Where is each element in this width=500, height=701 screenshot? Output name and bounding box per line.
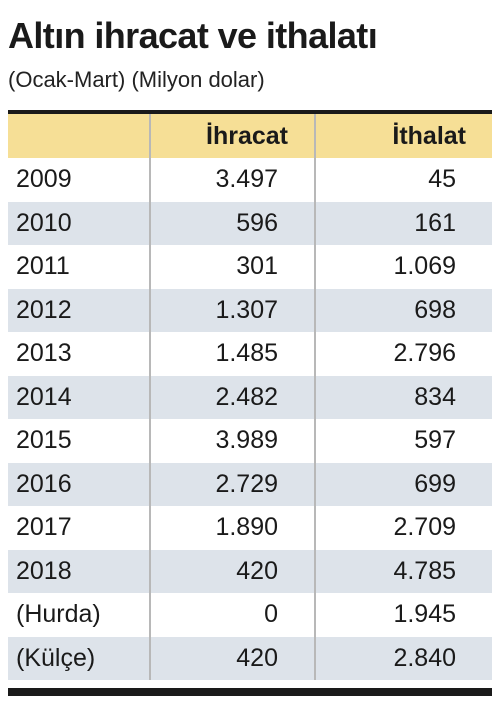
table-row: 2010 596 161 xyxy=(8,201,492,245)
header-ihracat: İhracat xyxy=(149,114,315,158)
table-row: (Hurda) 0 1.945 xyxy=(8,593,492,637)
table-row: 2016 2.729 699 xyxy=(8,462,492,506)
row-label-cell: 2012 xyxy=(8,288,150,332)
ihracat-value-cell: 1.485 xyxy=(149,332,315,376)
row-label-cell: 2015 xyxy=(16,426,72,455)
ithalat-value-cell: 698 xyxy=(314,288,492,332)
ithalat-value-cell: 1.069 xyxy=(314,245,492,289)
ithalat-value-cell: 699 xyxy=(314,462,492,506)
table-row: 2017 1.890 2.709 xyxy=(8,506,492,550)
ithalat-value-cell: 834 xyxy=(314,375,492,419)
chart-title: Altın ihracat ve ithalatı xyxy=(8,15,378,56)
ithalat-value-cell: 1.945 xyxy=(314,593,492,637)
table-row: 2015 3.989 597 xyxy=(8,419,492,463)
row-label-cell: (Hurda) xyxy=(16,600,101,629)
chart-subtitle: (Ocak-Mart) (Milyon dolar) xyxy=(8,67,265,92)
ihracat-value-cell: 3.989 xyxy=(149,419,315,463)
ihracat-value-cell: 1.307 xyxy=(149,288,315,332)
ihracat-value-cell: 301 xyxy=(149,245,315,289)
ithalat-value-cell: 4.785 xyxy=(314,549,492,593)
ihracat-value-cell: 596 xyxy=(149,201,315,245)
table-header: İhracat İthalat xyxy=(8,114,492,158)
row-label-cell: 2018 xyxy=(8,549,150,593)
row-label-cell: 2014 xyxy=(8,375,150,419)
table-row: (Külçe) 420 2.840 xyxy=(8,636,492,680)
table-body: 2009 3.497 45 2010 596 161 2011 301 1.069 2012 1.3… xyxy=(8,158,492,680)
table-row: 2013 1.485 2.796 xyxy=(8,332,492,376)
ithalat-value-cell: 2.709 xyxy=(314,506,492,550)
header-corner-cell xyxy=(8,114,150,158)
ithalat-value-cell: 597 xyxy=(314,419,492,463)
row-label-cell: 2017 xyxy=(16,513,72,542)
ihracat-value-cell: 3.497 xyxy=(149,158,315,202)
table-row: 2012 1.307 698 xyxy=(8,288,492,332)
row-label-cell: 2009 xyxy=(16,165,72,194)
ihracat-value-cell: 420 xyxy=(149,636,315,680)
table-row: 2014 2.482 834 xyxy=(8,375,492,419)
row-label-cell: (Külçe) xyxy=(8,636,150,680)
data-table: İhracat İthalat 2009 3.497 45 2010 596 161 201… xyxy=(8,114,492,680)
row-label-cell: 2010 xyxy=(8,201,150,245)
table-row: 2009 3.497 45 xyxy=(8,158,492,202)
header-ithalat: İthalat xyxy=(314,114,492,158)
table-bottom-rule xyxy=(8,688,492,696)
ihracat-value-cell: 2.729 xyxy=(149,462,315,506)
ihracat-value-cell: 420 xyxy=(149,549,315,593)
ithalat-value-cell: 161 xyxy=(314,201,492,245)
ithalat-value-cell: 2.840 xyxy=(314,636,492,680)
row-label-cell: 2011 xyxy=(16,252,70,281)
ihracat-value-cell: 2.482 xyxy=(149,375,315,419)
table-row: 2018 420 4.785 xyxy=(8,549,492,593)
data-table-container: İhracat İthalat 2009 3.497 45 2010 596 161 201… xyxy=(8,110,492,680)
ihracat-value-cell: 0 xyxy=(149,593,315,637)
table-top-rule xyxy=(8,110,492,114)
ithalat-value-cell: 45 xyxy=(314,158,492,202)
ihracat-value-cell: 1.890 xyxy=(149,506,315,550)
row-label-cell: 2016 xyxy=(8,462,150,506)
header-row: İhracat İthalat xyxy=(8,114,492,158)
row-label-cell: 2013 xyxy=(16,339,72,368)
table-row: 2011 301 1.069 xyxy=(8,245,492,289)
ithalat-value-cell: 2.796 xyxy=(314,332,492,376)
